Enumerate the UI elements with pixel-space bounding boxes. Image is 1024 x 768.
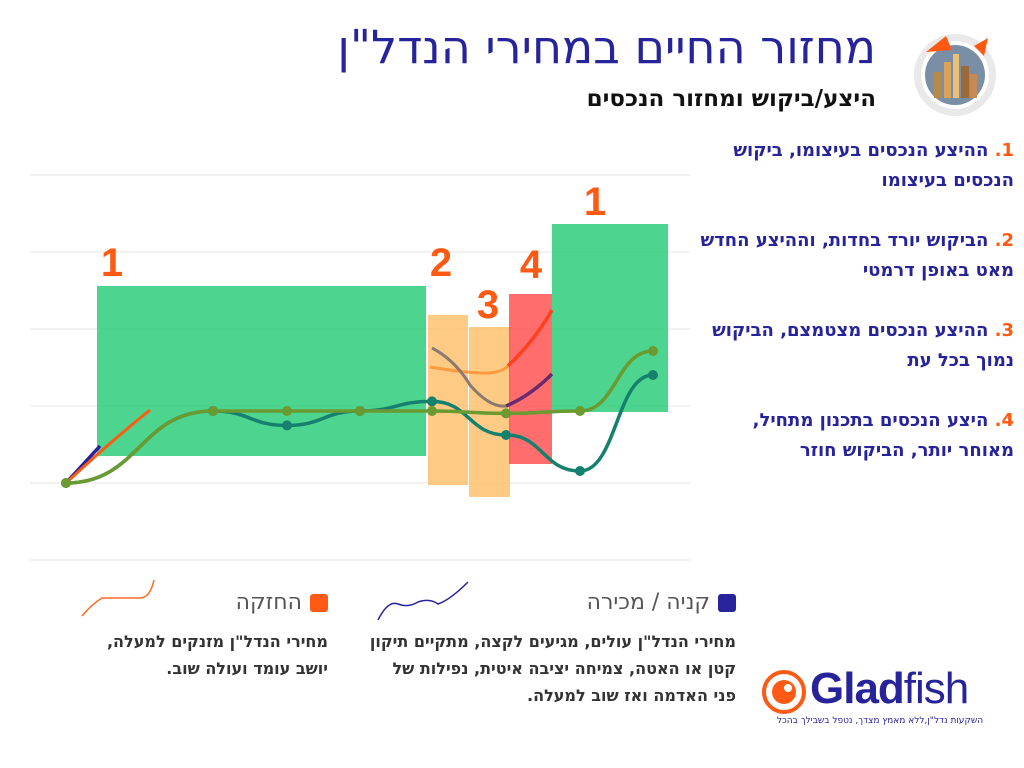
legend-buy-sell-swatch bbox=[718, 593, 736, 612]
brand-name-bold: Glad bbox=[810, 664, 905, 713]
legend-hold-description: מחירי הנדל"ן מזנקים למעלה, יושב עומד ועו… bbox=[106, 632, 328, 678]
legend-buy-sell-label: קניה / מכירה bbox=[586, 590, 710, 615]
rise-overlay-purple bbox=[505, 372, 554, 408]
market-cycle-chart: 1 2 3 4 1 bbox=[30, 174, 690, 561]
buy-sell-point bbox=[575, 466, 585, 476]
start-overlay-orange bbox=[64, 408, 151, 485]
steps-list: 1. ההיצע הנכסים בעיצומו, ביקוש הנכסים בע… bbox=[694, 136, 1015, 496]
brand-tagline: השקעות נדל"ן,ללא מאמץ מצדך, נטפל בשבילך … bbox=[776, 716, 984, 726]
hold-point bbox=[575, 406, 585, 416]
rise-overlay-red bbox=[506, 309, 554, 368]
hold-point bbox=[501, 408, 511, 419]
buy-sell-point bbox=[427, 396, 437, 407]
hold-point bbox=[208, 406, 218, 416]
drop-overlay-orange bbox=[429, 364, 510, 375]
hold-point bbox=[427, 406, 437, 416]
step-number: 1. bbox=[994, 140, 1014, 161]
hold-point bbox=[648, 346, 658, 356]
hold-points bbox=[61, 346, 658, 488]
phase-1b-block bbox=[552, 224, 668, 412]
phase-label: 2 bbox=[430, 241, 452, 285]
step-number: 4. bbox=[994, 410, 1014, 431]
step-item: 3. ההיצע הנכסים מצטמצם, הביקוש נמוך בכל … bbox=[694, 316, 1014, 376]
drop-overlay-grey bbox=[431, 346, 507, 408]
hold-point bbox=[282, 406, 292, 416]
legend-hold: החזקה bbox=[236, 590, 328, 615]
step-item: 2. הביקוש יורד בחדות, וההיצע החדש מאט בא… bbox=[694, 226, 1015, 286]
step-number: 2. bbox=[994, 230, 1014, 251]
buy-sell-point bbox=[282, 420, 292, 431]
page-subtitle: היצע/ביקוש ומחזור הנכסים bbox=[586, 86, 876, 112]
step-number: 3. bbox=[994, 320, 1014, 341]
brand-logo-icon bbox=[762, 670, 806, 714]
hold-point bbox=[61, 478, 71, 488]
step-text: ההיצע הנכסים מצטמצם, הביקוש נמוך בכל עת bbox=[712, 320, 1014, 371]
hold-sparkline-icon bbox=[81, 579, 155, 617]
brand-name-light: fish bbox=[903, 664, 969, 713]
step-item: 1. ההיצע הנכסים בעיצומו, ביקוש הנכסים בע… bbox=[694, 136, 1014, 196]
phase-label: 1 bbox=[584, 180, 606, 224]
phase-label: 4 bbox=[520, 243, 543, 287]
page-title: מחזור החיים במחירי הנדל"ן bbox=[337, 20, 876, 74]
city-badge-icon bbox=[914, 34, 996, 116]
hold-point bbox=[355, 406, 365, 416]
legend-buy-sell-description: מחירי הנדל"ן עולים, מגיעים לקצה, מתקיים … bbox=[369, 632, 736, 705]
step-item: 4. היצע הנכסים בתכנון מתחיל, מאוחר יותר,… bbox=[694, 406, 1014, 466]
legend-hold-label: החזקה bbox=[235, 590, 302, 615]
brand-name: Gladfish bbox=[810, 664, 969, 714]
step-text: ההיצע הנכסים בעיצומו, ביקוש הנכסים בעיצו… bbox=[733, 140, 1014, 191]
buy-sell-point bbox=[648, 370, 658, 380]
step-text: היצע הנכסים בתכנון מתחיל, מאוחר יותר, הב… bbox=[752, 410, 1014, 461]
phase-1-block bbox=[97, 286, 426, 456]
buy-sell-point bbox=[501, 430, 511, 440]
buy-sell-sparkline-icon bbox=[377, 581, 469, 621]
legend-buy-sell: קניה / מכירה bbox=[587, 590, 736, 615]
legend-hold-swatch bbox=[310, 593, 328, 612]
phase-label: 3 bbox=[477, 283, 499, 327]
phase-label: 1 bbox=[101, 241, 123, 285]
step-text: הביקוש יורד בחדות, וההיצע החדש מאט באופן… bbox=[700, 230, 1015, 281]
